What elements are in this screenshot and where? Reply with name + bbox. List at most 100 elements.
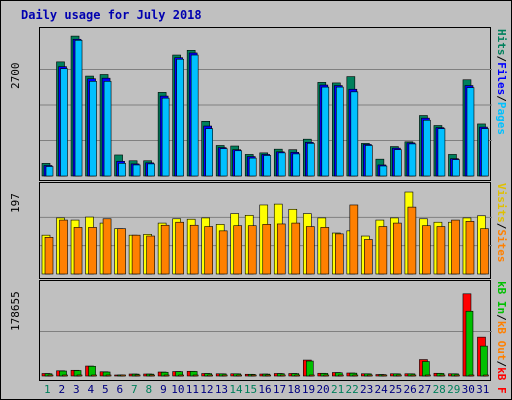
day-label: 5: [102, 383, 109, 396]
sites-bar: [59, 219, 68, 275]
kb-traffic-panel: [39, 280, 492, 381]
sites-bar: [407, 206, 417, 275]
kb-out-bar: [163, 374, 170, 377]
panel1-svg: [40, 35, 492, 177]
day-label: 15: [243, 383, 258, 396]
pages-bar: [350, 91, 359, 177]
legend-visits: Visits: [495, 183, 508, 223]
day-label: 19: [301, 383, 316, 396]
pages-bar: [89, 81, 97, 177]
pages-bar: [161, 97, 170, 177]
kb-out-bar: [308, 374, 315, 377]
kb-out-bar: [105, 374, 112, 377]
kb-out-bar: [279, 374, 286, 377]
visits-sites-panel: [39, 182, 492, 279]
day-label: 11: [185, 383, 200, 396]
sites-bar: [146, 235, 155, 275]
sites-bar: [44, 237, 54, 275]
legend-bottom: kB In/kB Out/kB F: [495, 281, 508, 394]
kb-out-bar: [396, 374, 402, 377]
sites-bar: [160, 224, 170, 275]
pages-bar: [147, 163, 155, 177]
day-label: 2: [58, 383, 66, 396]
pages-bar: [118, 163, 126, 177]
kb-in-bar: [305, 360, 314, 377]
kb-out-bar: [454, 374, 460, 377]
sites-bar: [276, 223, 286, 275]
day-label: 8: [145, 383, 153, 396]
sites-bar: [422, 225, 431, 275]
kb-out-bar: [91, 374, 97, 377]
day-label: 25: [389, 383, 403, 396]
pages-bar: [423, 119, 431, 177]
kb-out-bar: [192, 374, 199, 377]
legend-kb-f: kB F: [495, 367, 508, 394]
legend-hits: Hits: [495, 29, 508, 56]
kb-out-bar: [250, 374, 257, 377]
day-label: 1: [43, 383, 51, 396]
pages-bar: [263, 155, 272, 177]
pages-bar: [452, 159, 460, 177]
sites-bar: [320, 227, 330, 275]
kb-out-bar: [468, 374, 475, 377]
pages-bar: [292, 153, 301, 177]
day-label: 13: [214, 383, 229, 396]
day-label: 20: [316, 383, 330, 396]
legend-middle: Visits/Sites: [495, 183, 508, 263]
kb-out-bar: [410, 374, 417, 377]
sites-bar: [117, 228, 126, 275]
day-label: 9: [160, 383, 167, 396]
sites-bar: [305, 226, 315, 275]
kb-in-bar: [465, 310, 474, 377]
pages-bar: [277, 152, 286, 177]
day-label: 16: [258, 383, 272, 396]
day-label: 3: [72, 383, 80, 396]
kb-out-bar: [76, 374, 83, 377]
pages-bar: [190, 54, 199, 177]
hits-files-pages-panel: [39, 27, 492, 181]
sites-bar: [364, 239, 373, 275]
sites-bar: [349, 204, 359, 275]
pages-bar: [219, 148, 228, 177]
sites-bar: [291, 222, 301, 275]
sites-bar: [131, 234, 141, 275]
kb-out-bar: [439, 374, 446, 377]
pages-bar: [132, 164, 141, 177]
sites-bar: [189, 224, 199, 275]
kb-out-bar: [120, 374, 126, 377]
kb-out-bar: [381, 374, 388, 377]
pages-bar: [365, 145, 373, 177]
kb-in-bar: [88, 365, 96, 377]
day-label: 31: [476, 383, 490, 396]
kb-out-bar: [149, 374, 155, 377]
sites-bar: [436, 226, 446, 275]
sites-bar: [233, 225, 243, 275]
sites-bar: [88, 227, 97, 275]
kb-out-bar: [47, 374, 54, 377]
legend-top: Hits/Files/Pages: [495, 29, 508, 135]
sites-bar: [102, 218, 112, 275]
day-label: 24: [374, 383, 388, 396]
sites-bar: [175, 221, 184, 275]
sites-bar: [451, 219, 460, 275]
legend-kb-in: kB In: [495, 281, 508, 315]
pages-bar: [74, 40, 83, 177]
pages-bar: [336, 86, 344, 177]
kb-out-bar: [236, 374, 243, 377]
kb-in-bar: [480, 345, 488, 377]
sites-bar: [335, 233, 344, 275]
sites-bar: [247, 225, 257, 275]
pages-bar: [394, 149, 402, 177]
pages-bar: [248, 157, 257, 177]
kb-out-bar: [323, 374, 330, 377]
kb-in-bar: [422, 361, 430, 377]
y-max-label-middle: 197: [9, 193, 22, 213]
kb-out-bar: [425, 374, 431, 377]
kb-out-bar: [338, 374, 344, 377]
kb-out-bar: [178, 374, 184, 377]
pages-bar: [45, 166, 54, 177]
pages-bar: [176, 58, 184, 177]
kb-out-bar: [134, 374, 141, 377]
y-max-label-top: 2700: [9, 62, 22, 90]
panel2-svg: [40, 191, 492, 275]
